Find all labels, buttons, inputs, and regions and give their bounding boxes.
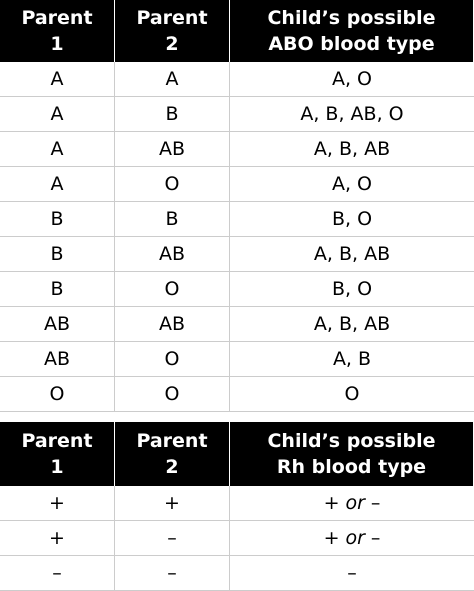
table-cell: – [0, 556, 115, 591]
header-cell: Parent 2 [115, 422, 230, 486]
table-cell: – [115, 556, 230, 591]
table-cell: B [0, 272, 115, 307]
table-cell: O [115, 272, 230, 307]
table-cell: AB [115, 237, 230, 272]
header-cell: Child’s possible ABO blood type [230, 0, 474, 62]
cell-text: + [323, 492, 340, 514]
header-cell: Parent 1 [0, 422, 115, 486]
table-cell: A [0, 132, 115, 167]
table: Parent 1 Parent 2 Child’s possible ABO blo… [0, 0, 474, 412]
table-cell: B [115, 97, 230, 132]
table-cell: AB [115, 132, 230, 167]
table-cell: B [115, 202, 230, 237]
table-cell: + [115, 486, 230, 521]
cell-text: – [370, 527, 381, 549]
table-cell: A, B, AB [230, 237, 474, 272]
cell-text: or [345, 527, 365, 549]
table: Parent 1 Parent 2 Child’s possible Rh bloo… [0, 422, 474, 591]
table-cell: A [0, 97, 115, 132]
cell-text: or [345, 492, 365, 514]
table-cell: AB [0, 342, 115, 377]
table-cell: B [0, 202, 115, 237]
table-cell: A [115, 62, 230, 97]
table-cell: A, B, AB [230, 132, 474, 167]
table-cell: A, B [230, 342, 474, 377]
table-cell: O [0, 377, 115, 412]
table-cell: + [0, 521, 115, 556]
table-cell: + or – [230, 486, 474, 521]
table-cell: A, O [230, 62, 474, 97]
spacer [0, 412, 474, 422]
table-cell: O [230, 377, 474, 412]
table-cell: + [0, 486, 115, 521]
table-cell: – [230, 556, 474, 591]
table-cell: A, O [230, 167, 474, 202]
table-cell: O [115, 377, 230, 412]
cell-text: – [370, 492, 381, 514]
header-cell: Parent 2 [115, 0, 230, 62]
header-cell: Child’s possible Rh blood type [230, 422, 474, 486]
table-cell: O [115, 342, 230, 377]
table-cell: AB [0, 307, 115, 342]
table-cell: – [115, 521, 230, 556]
table-cell: AB [115, 307, 230, 342]
table-cell: B [0, 237, 115, 272]
table-cell: B, O [230, 202, 474, 237]
table-cell: B, O [230, 272, 474, 307]
header-cell: Parent 1 [0, 0, 115, 62]
table-cell: A [0, 167, 115, 202]
table-cell: A [0, 62, 115, 97]
table-cell: + or – [230, 521, 474, 556]
table-cell: A, B, AB [230, 307, 474, 342]
cell-text: + [323, 527, 340, 549]
table-cell: A, B, AB, O [230, 97, 474, 132]
table-cell: O [115, 167, 230, 202]
